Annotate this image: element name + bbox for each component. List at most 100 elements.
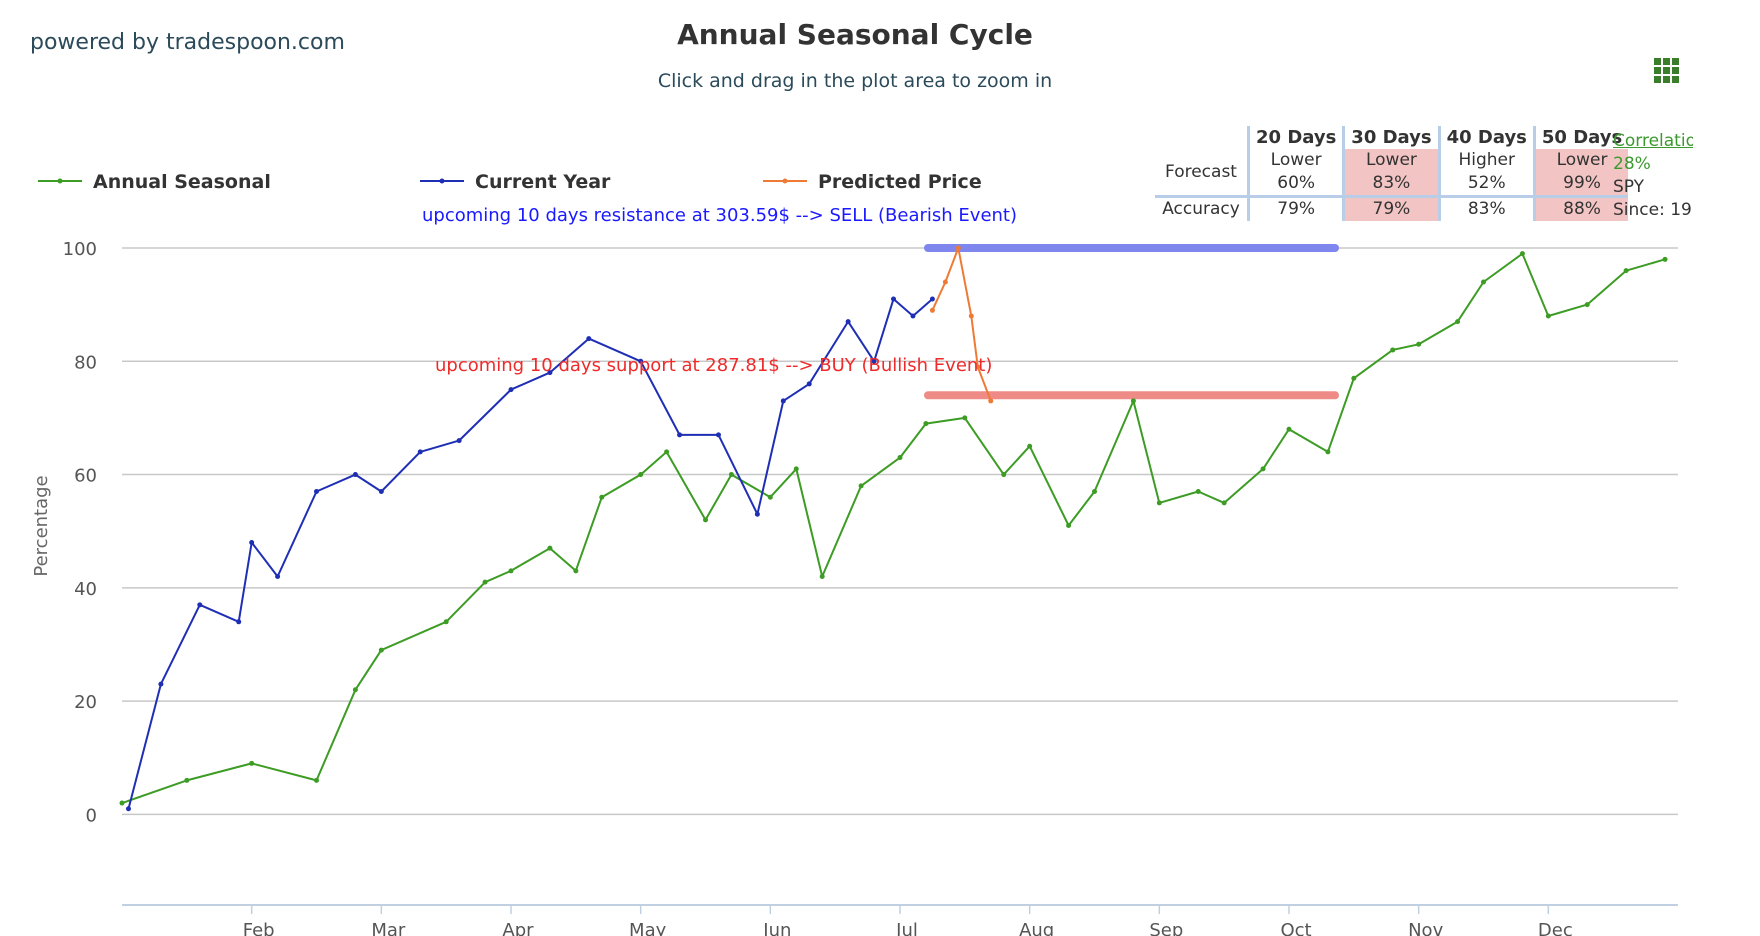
series-point: [962, 415, 968, 421]
series-point: [1481, 279, 1486, 285]
series-point: [482, 579, 488, 585]
forecast-prob-20: 60%: [1247, 172, 1342, 195]
header-40-days: 40 Days: [1437, 126, 1533, 149]
forecast-prob-50: 99%: [1532, 172, 1629, 195]
x-tick-label: Jul: [895, 920, 918, 936]
series-point: [1001, 472, 1007, 478]
series-point: [184, 777, 190, 783]
accuracy-20: 79%: [1247, 195, 1343, 221]
brand-text: powered by tradespoon.com: [30, 30, 345, 55]
series-point: [1662, 256, 1668, 262]
y-tick-label: 0: [86, 805, 97, 826]
series-point: [988, 398, 994, 404]
grid-menu-icon[interactable]: [1652, 56, 1682, 86]
series-point: [314, 777, 319, 783]
legend-marker: [57, 178, 63, 184]
series-point: [1066, 523, 1072, 529]
series-point: [968, 313, 974, 319]
forecast-direction-50: Lower: [1532, 149, 1629, 172]
forecast-direction-20: Lower: [1247, 149, 1342, 172]
series-point: [819, 574, 825, 579]
series-point: [599, 494, 605, 500]
series-point: [1325, 449, 1331, 455]
y-tick-label: 40: [74, 579, 97, 600]
series-point: [1027, 443, 1033, 449]
series-point: [1092, 489, 1097, 495]
series-point: [858, 483, 864, 489]
level-bands: [924, 244, 1339, 400]
series-point: [1416, 341, 1422, 347]
series-point: [1130, 398, 1136, 404]
series-point: [508, 387, 514, 393]
y-tick-label: 100: [63, 239, 97, 260]
legend: Annual Seasonal Current Year Predicted Pri…: [38, 171, 982, 193]
annotations: upcoming 10 days resistance at 303.59$ -…: [422, 205, 1017, 376]
series-point: [1455, 319, 1461, 325]
forecast-header-row: 20 Days 30 Days 40 Days 50 Days: [1155, 126, 1628, 149]
y-tick-label: 80: [74, 352, 97, 373]
series-point: [1390, 347, 1396, 353]
legend-label: Predicted Price: [818, 171, 982, 193]
forecast-prob-40: 52%: [1437, 172, 1533, 195]
accuracy-label: Accuracy: [1155, 195, 1247, 221]
series-point: [1260, 466, 1266, 472]
series-point: [703, 517, 708, 523]
series-point: [754, 511, 760, 517]
x-tick-label: Aug: [1019, 920, 1054, 936]
y-tick-label: 60: [74, 466, 97, 487]
series-point: [249, 540, 255, 546]
x-tick-label: Dec: [1538, 920, 1573, 936]
forecast-row: Forecast Lower Lower Higher Lower: [1155, 149, 1629, 182]
series-point: [275, 574, 281, 579]
series-point: [1195, 489, 1201, 495]
x-tick-label: Nov: [1408, 920, 1443, 936]
chart-title: Annual Seasonal Cycle: [677, 18, 1033, 51]
header-50-days: 50 Days: [1532, 126, 1628, 149]
accuracy-30: 79%: [1342, 195, 1438, 221]
x-tick-label: May: [629, 920, 667, 936]
series-point: [897, 455, 903, 461]
series-point: [573, 568, 579, 574]
forecast-prob-row: 60% 83% 52% 99%: [1155, 172, 1629, 195]
forecast-table: 20 Days 30 Days 40 Days 50 Days Forecast…: [1155, 126, 1629, 221]
x-tick-label: Sep: [1149, 920, 1183, 936]
forecast-prob-30: 83%: [1342, 172, 1438, 195]
annotation-label: upcoming 10 days resistance at 303.59$ -…: [422, 205, 1017, 226]
series-point: [664, 449, 670, 455]
accuracy-50: 88%: [1532, 195, 1629, 221]
x-tick-label: Mar: [371, 920, 406, 936]
correlation-since: Since: 1993: [1613, 200, 1693, 220]
series-point: [158, 681, 164, 687]
series-point: [547, 545, 553, 551]
forecast-label: Forecast: [1165, 161, 1237, 182]
series-point: [236, 619, 242, 625]
series-point: [955, 245, 961, 251]
series-point: [1221, 500, 1227, 506]
series-point: [767, 494, 773, 500]
x-tick-label: Oct: [1280, 920, 1311, 936]
series-point: [793, 466, 799, 472]
forecast-direction-30: Lower: [1342, 149, 1438, 172]
legend-marker: [782, 178, 788, 184]
series-point: [715, 432, 721, 438]
series-point: [508, 568, 514, 574]
series-point: [942, 279, 948, 285]
x-tick-label: Jun: [762, 920, 791, 936]
series-line: [121, 252, 1666, 805]
correlation-link[interactable]: Correlation: [1613, 131, 1693, 151]
series-point: [378, 647, 384, 653]
series-point: [638, 358, 644, 364]
series-point: [1351, 375, 1357, 381]
x-tick-label: Feb: [243, 920, 275, 936]
series-point: [728, 472, 734, 478]
series-point: [1623, 268, 1629, 274]
series-point: [929, 296, 935, 302]
series-point: [456, 438, 462, 444]
y-axis-label: Percentage: [31, 475, 52, 576]
series-point: [891, 296, 897, 302]
x-tick-label: Apr: [502, 920, 534, 936]
y-tick-label: 20: [74, 692, 97, 713]
series-point: [586, 336, 592, 342]
series-point: [780, 398, 786, 404]
